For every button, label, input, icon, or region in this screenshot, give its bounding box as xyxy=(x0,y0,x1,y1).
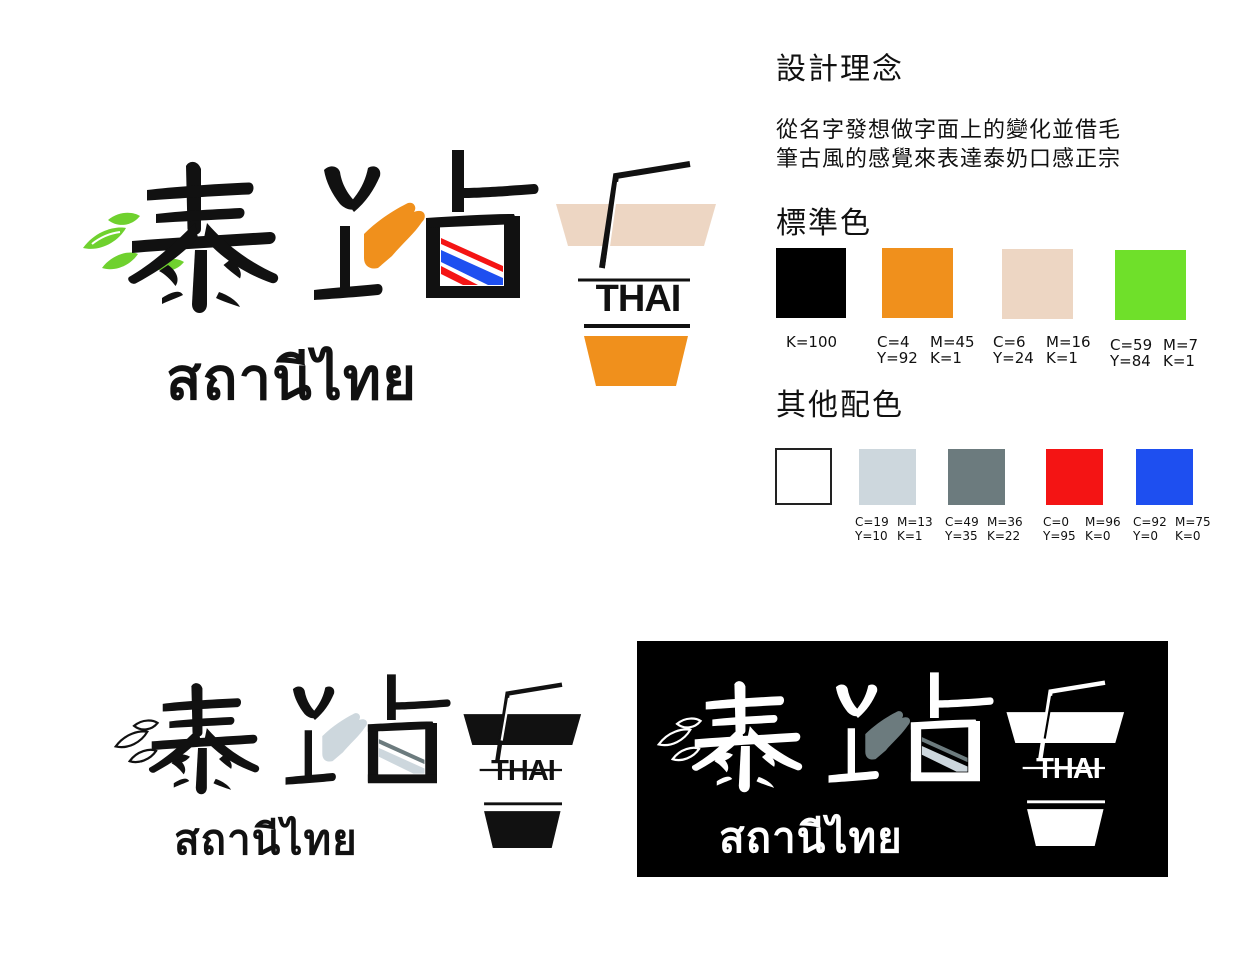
orange-splash xyxy=(364,202,425,269)
cup-label: THAI xyxy=(1036,753,1101,785)
standard-swatch-orange xyxy=(882,248,953,318)
cup-label: THAI xyxy=(491,755,556,787)
concept-line-1: 從名字發想做字面上的變化並借毛 xyxy=(776,118,1122,143)
brand-thai-text: สถานีไทย xyxy=(166,345,418,413)
standard-swatch-label: K=100 xyxy=(786,333,838,351)
other-swatch-dark-gray xyxy=(948,449,1005,505)
standard-swatch-green xyxy=(1115,250,1186,320)
other-swatch-label: C=0 M=96 Y=95 K=0 xyxy=(1043,515,1121,543)
other-swatch-blue xyxy=(1136,449,1193,505)
other-swatch-light-gray xyxy=(859,449,916,505)
cup-label: THAI xyxy=(595,278,682,320)
logo-inverted-graphic xyxy=(656,672,1125,846)
other-swatch-label: C=19 M=13 Y=10 K=1 xyxy=(855,515,933,543)
brand-thai-text: สถานีไทย xyxy=(174,815,358,864)
concept-line-2: 筆古風的感覺來表達泰奶口感正宗 xyxy=(776,147,1122,172)
other-swatch-label: C=49 M=36 Y=35 K=22 xyxy=(945,515,1023,543)
standard-swatch-label: C=59 M=7 Y=84 K=1 xyxy=(1110,336,1199,370)
cup-icon xyxy=(556,161,716,386)
logo-inverted-panel: THAI สถานีไทย xyxy=(637,641,1168,877)
logo-main-graphic xyxy=(83,150,716,386)
char-zhan xyxy=(314,166,383,300)
standard-swatch-black xyxy=(776,248,846,318)
flag-stripes xyxy=(441,230,503,285)
logo-grayscale-graphic xyxy=(113,674,582,848)
standard-swatch-label: C=4 M=45 Y=92 K=1 xyxy=(877,333,975,367)
other-swatch-red xyxy=(1046,449,1103,505)
concept-title: 設計理念 xyxy=(776,52,904,87)
standard-swatch-label: C=6 M=16 Y=24 K=1 xyxy=(993,333,1091,367)
brand-thai-text: สถานีไทย xyxy=(719,813,903,862)
other-colors-title: 其他配色 xyxy=(776,388,904,423)
other-swatch-white xyxy=(775,448,832,505)
logo-grayscale: THAI สถานีไทย xyxy=(112,655,612,885)
other-swatch-label: C=92 M=75 Y=0 K=0 xyxy=(1133,515,1211,543)
standard-swatch-beige xyxy=(1002,249,1073,319)
standard-colors-title: 標準色 xyxy=(776,206,872,241)
logo-main: THAI สถานีไทย xyxy=(78,140,758,420)
